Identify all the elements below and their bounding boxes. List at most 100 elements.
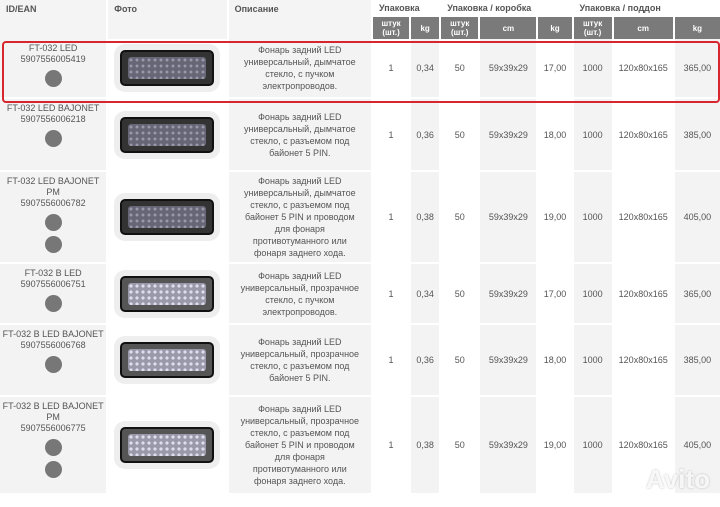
pack-qty: 1 (373, 397, 410, 495)
product-photo[interactable] (120, 50, 215, 86)
product-id: FT-032 B LED BAJONET PM (2, 401, 104, 422)
id-cell: FT-032 LED BAJONET PM 5907556006782 (0, 172, 107, 264)
wire-icon (44, 295, 62, 312)
header-box: Упаковка / коробка (441, 0, 572, 17)
photo-cell (108, 172, 227, 264)
product-photo[interactable] (120, 342, 215, 378)
pack-kg: 0,36 (411, 325, 440, 397)
table-row[interactable]: FT-032 B LED BAJONET 5907556006768 Фонарь … (0, 325, 720, 397)
pack-qty: 1 (373, 39, 410, 99)
id-cell: FT-032 B LED 5907556006751 (0, 264, 107, 325)
sub-qty: штук (шт.) (441, 17, 479, 39)
sub-kg: kg (538, 17, 572, 39)
photo-cell (108, 397, 227, 495)
id-cell: FT-032 LED BAJONET 5907556006218 (0, 99, 107, 172)
box-cm: 59x39x29 (480, 39, 537, 99)
box-cm: 59x39x29 (480, 172, 537, 264)
box-qty: 50 (441, 397, 479, 495)
pallet-kg: 405,00 (674, 397, 720, 495)
pallet-kg: 365,00 (674, 39, 720, 99)
sub-kg: kg (674, 17, 720, 39)
box-cm: 59x39x29 (480, 99, 537, 172)
box-qty: 50 (441, 325, 479, 397)
ean: 5907556006782 (20, 198, 86, 208)
box-qty: 50 (441, 99, 479, 172)
photo-cell (108, 99, 227, 172)
product-id: FT-032 LED BAJONET (6, 103, 100, 113)
bayonet-connector-icon (44, 439, 62, 456)
pack-qty: 1 (373, 172, 410, 264)
box-cm: 59x39x29 (480, 325, 537, 397)
ean: 5907556006751 (20, 279, 86, 289)
box-qty: 50 (441, 172, 479, 264)
pallet-cm: 120x80x165 (613, 264, 673, 325)
box-qty: 50 (441, 39, 479, 99)
pallet-kg: 365,00 (674, 264, 720, 325)
pack-kg: 0,34 (411, 264, 440, 325)
product-photo[interactable] (120, 427, 215, 463)
watermark-logo: Avito (645, 464, 710, 494)
ean: 5907556006775 (20, 423, 86, 433)
description: Фонарь задний LED универсальный, дымчато… (228, 172, 372, 264)
pallet-qty: 1000 (573, 39, 612, 99)
pallet-kg: 405,00 (674, 172, 720, 264)
table-row[interactable]: FT-032 LED BAJONET PM 5907556006782 Фонарь… (0, 172, 720, 264)
product-photo[interactable] (120, 199, 215, 235)
table-row[interactable]: FT-032 B LED BAJONET PM 5907556006775 Фона… (0, 397, 720, 495)
product-photo[interactable] (120, 275, 215, 312)
id-cell: FT-032 LED 5907556005419 (0, 39, 107, 99)
pallet-cm: 120x80x165 (613, 172, 673, 264)
header-pack: Упаковка (373, 0, 440, 17)
bayonet-connector-icon (44, 356, 62, 373)
product-id: FT-032 LED BAJONET PM (6, 176, 100, 197)
bayonet-connector-icon (44, 130, 62, 147)
product-photo[interactable] (120, 116, 215, 153)
table-row[interactable]: FT-032 LED BAJONET 5907556006218 Фонарь за… (0, 99, 720, 172)
pallet-qty: 1000 (573, 397, 612, 495)
description: Фонарь задний LED универсальный, дымчато… (228, 99, 372, 172)
wire-icon (44, 236, 62, 253)
box-kg: 19,00 (538, 397, 572, 495)
photo-cell (108, 39, 227, 99)
id-cell: FT-032 B LED BAJONET 5907556006768 (0, 325, 107, 397)
box-cm: 59x39x29 (480, 264, 537, 325)
table-row[interactable]: FT-032 LED 5907556005419 Фонарь задний LED… (0, 39, 720, 99)
sub-kg: kg (411, 17, 440, 39)
wire-icon (44, 70, 62, 87)
box-qty: 50 (441, 264, 479, 325)
pallet-kg: 385,00 (674, 325, 720, 397)
pack-kg: 0,38 (411, 172, 440, 264)
photo-cell (108, 264, 227, 325)
pallet-qty: 1000 (573, 99, 612, 172)
header-pallet: Упаковка / поддон (573, 0, 720, 17)
header-desc: Описание (228, 0, 372, 39)
wire-icon (44, 461, 62, 478)
pallet-cm: 120x80x165 (613, 99, 673, 172)
pack-qty: 1 (373, 99, 410, 172)
box-kg: 18,00 (538, 325, 572, 397)
product-id: FT-032 B LED (24, 268, 82, 278)
pallet-cm: 120x80x165 (613, 325, 673, 397)
pallet-qty: 1000 (573, 264, 612, 325)
table-row[interactable]: FT-032 B LED 5907556006751 Фонарь задний L… (0, 264, 720, 325)
pallet-cm: 120x80x165 (613, 39, 673, 99)
pack-qty: 1 (373, 325, 410, 397)
bayonet-connector-icon (44, 214, 62, 231)
pack-kg: 0,34 (411, 39, 440, 99)
sub-cm: cm (480, 17, 537, 39)
description: Фонарь задний LED универсальный, прозрач… (228, 397, 372, 495)
sub-qty: штук (шт.) (373, 17, 410, 39)
description: Фонарь задний LED универсальный, прозрач… (228, 325, 372, 397)
product-id: FT-032 B LED BAJONET (2, 329, 104, 339)
description: Фонарь задний LED универсальный, дымчато… (228, 39, 372, 99)
pack-kg: 0,38 (411, 397, 440, 495)
pallet-qty: 1000 (573, 172, 612, 264)
box-cm: 59x39x29 (480, 397, 537, 495)
product-table: ID/EAN Фото Описание Упаковка Упаковка /… (0, 0, 720, 495)
box-kg: 18,00 (538, 99, 572, 172)
ean: 5907556006768 (20, 340, 86, 350)
box-kg: 17,00 (538, 39, 572, 99)
ean: 5907556005419 (20, 54, 86, 64)
pack-kg: 0,36 (411, 99, 440, 172)
pallet-kg: 385,00 (674, 99, 720, 172)
